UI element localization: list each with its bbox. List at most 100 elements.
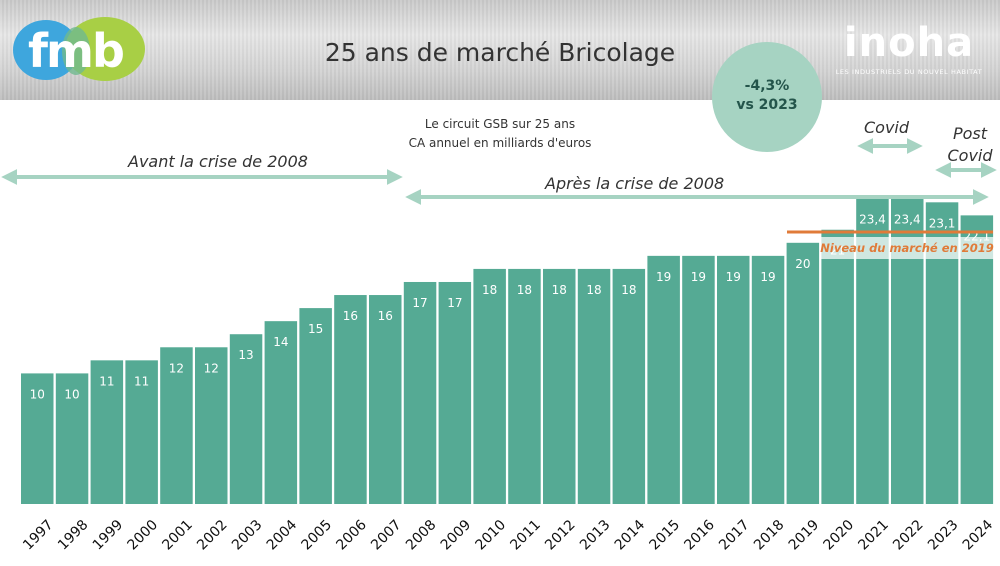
- bar-2013: [577, 268, 611, 504]
- bar-2019: [786, 242, 820, 505]
- reference-line-label: Niveau du marché en 2019: [820, 241, 993, 255]
- bar-value-label: 19: [726, 270, 741, 284]
- fmb-logo-shape: [13, 17, 145, 81]
- bar-value-label: 12: [169, 361, 184, 375]
- bar-2020: [821, 229, 854, 505]
- post-covid-line-2: Covid: [947, 146, 993, 165]
- x-tick-label: 2011: [507, 517, 544, 554]
- chart-title: 25 ans de marché Bricolage: [324, 38, 676, 67]
- bar-1999: [90, 360, 124, 504]
- bar-value-label: 23,4: [859, 212, 886, 226]
- bar-2017: [717, 255, 750, 504]
- post-covid-line-1: Post: [952, 124, 988, 143]
- bar-value-label: 10: [30, 387, 45, 401]
- x-tick-label: 2023: [925, 517, 962, 554]
- bar-2010: [473, 268, 506, 504]
- bar-value-label: 17: [447, 296, 462, 310]
- x-tick-label: 2002: [194, 517, 231, 554]
- bar-value-label: 12: [204, 361, 219, 375]
- x-tick-label: 2013: [577, 517, 614, 554]
- bar-value-label: 17: [412, 296, 427, 310]
- bar-2002: [195, 347, 228, 504]
- period-arrows-layer: [1, 138, 997, 205]
- chart-subtitle: Le circuit GSB sur 25 ans CA annuel en m…: [380, 115, 620, 153]
- reference-label-background: [820, 237, 995, 259]
- x-tick-label: 2001: [159, 517, 196, 554]
- fmb-logo-text: fmb: [28, 24, 125, 78]
- bar-value-label: 23,4: [894, 212, 921, 226]
- bar-value-label: 16: [378, 309, 393, 323]
- subtitle-line-2: CA annuel en milliards d'euros: [408, 136, 592, 150]
- bar-2006: [334, 295, 367, 504]
- variation-reference: vs 2023: [736, 97, 798, 113]
- bar-2011: [508, 268, 541, 504]
- bar-value-label: 14: [273, 335, 288, 349]
- variation-badge: -4,3% vs 2023: [712, 42, 822, 152]
- subtitle-line-1: Le circuit GSB sur 25 ans: [424, 117, 576, 131]
- bar-value-label: 19: [656, 270, 671, 284]
- x-tick-label: 2006: [333, 517, 370, 554]
- bar-value-label: 20: [795, 257, 810, 271]
- x-tick-label: 1998: [55, 517, 92, 554]
- x-tick-label: 1997: [20, 517, 57, 554]
- bar-value-label: 19: [691, 270, 706, 284]
- bar-value-label: 18: [552, 283, 567, 297]
- bar-2007: [369, 295, 402, 504]
- reference-layer: Niveau du marché en 2019: [787, 230, 995, 259]
- x-tick-label: 2020: [821, 517, 858, 554]
- bar-2000: [125, 360, 158, 504]
- inoha-logo-tagline: LES INDUSTRIELS DU NOUVEL HABITAT: [835, 68, 983, 76]
- x-tick-label: 2003: [229, 517, 266, 554]
- bar-value-label: 11: [99, 374, 114, 388]
- x-tick-label: 1999: [90, 517, 127, 554]
- bar-value-label: 11: [134, 374, 149, 388]
- bar-value-label: 23,1: [929, 216, 956, 230]
- x-tick-label: 2009: [438, 517, 475, 554]
- x-tick-label: 2005: [299, 517, 336, 554]
- bar-2024: [960, 215, 994, 504]
- bar-1998: [55, 373, 89, 504]
- bar-value-label: 16: [343, 309, 358, 323]
- bar-1997: [21, 373, 54, 504]
- bar-2001: [160, 347, 193, 504]
- x-tick-label: 2018: [751, 517, 788, 554]
- x-tick-label: 2014: [612, 517, 649, 554]
- x-tick-label: 2024: [960, 517, 997, 554]
- bar-2016: [682, 255, 715, 504]
- bar-2004: [264, 321, 298, 504]
- x-tick-label: 2004: [264, 517, 301, 554]
- bar-2012: [543, 268, 576, 504]
- x-tick-label: 2012: [542, 517, 579, 554]
- fmb-logo: fmb: [10, 16, 146, 82]
- inoha-logo: inoha LES INDUSTRIELS DU NOUVEL HABITAT: [834, 20, 984, 82]
- x-tick-label: 2019: [786, 517, 823, 554]
- variation-value: -4,3%: [744, 78, 790, 94]
- bar-value-label: 18: [586, 283, 601, 297]
- period-after-label: Après la crise de 2008: [545, 174, 725, 193]
- inoha-logo-text: inoha: [843, 20, 975, 66]
- bar-value-label: 10: [64, 387, 79, 401]
- bar-2018: [751, 255, 785, 504]
- period-covid-label: Covid: [864, 118, 910, 137]
- bar-2009: [438, 281, 472, 504]
- bar-2005: [299, 308, 332, 504]
- bar-value-label: 18: [621, 283, 636, 297]
- x-tick-label: 2022: [890, 517, 927, 554]
- bar-2003: [229, 334, 263, 504]
- x-tick-label: 2007: [368, 517, 405, 554]
- bar-2015: [647, 255, 680, 504]
- x-tick-label: 2000: [125, 517, 162, 554]
- bar-value-label: 19: [760, 270, 775, 284]
- x-tick-label: 2010: [473, 517, 510, 554]
- x-tick-label: 2017: [716, 517, 753, 554]
- bar-2008: [403, 281, 437, 504]
- x-tick-label: 2021: [855, 517, 892, 554]
- x-tick-label: 2008: [403, 517, 440, 554]
- bar-value-label: 15: [308, 322, 323, 336]
- period-before-label: Avant la crise de 2008: [128, 152, 308, 171]
- bar-2014: [612, 268, 646, 504]
- bar-value-label: 18: [482, 283, 497, 297]
- x-tick-label: 2016: [681, 517, 718, 554]
- period-post-covid-label: Post Covid: [945, 123, 995, 167]
